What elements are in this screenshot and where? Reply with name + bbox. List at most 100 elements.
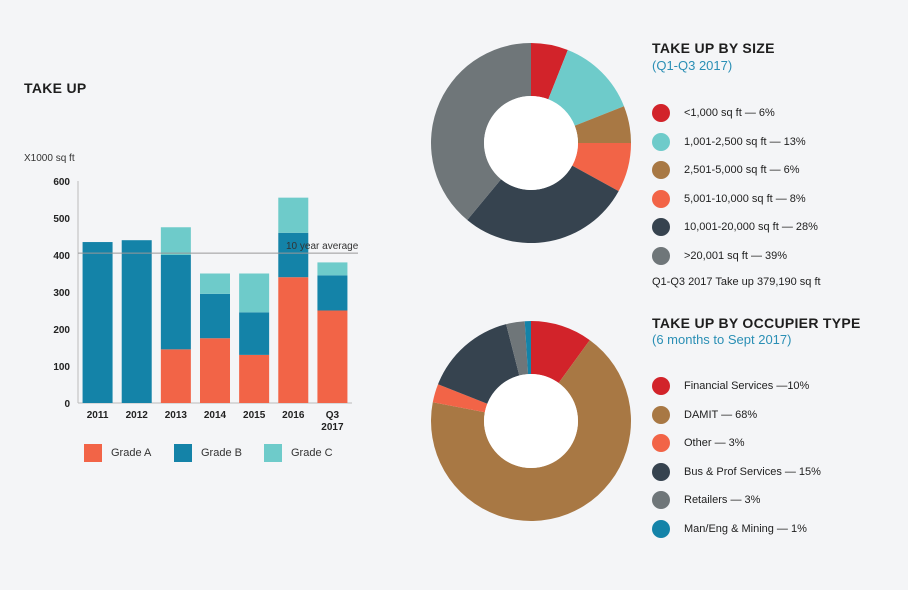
size-total-note: Q1-Q3 2017 Take up 379,190 sq ft: [652, 276, 821, 288]
legend-label: Man/Eng & Mining — 1%: [684, 522, 807, 535]
bar-grade-a: [317, 310, 348, 403]
legend-label: >20,001 sq ft — 39%: [684, 249, 788, 262]
legend-dot: [652, 104, 670, 122]
legend-label: Grade A: [111, 447, 152, 459]
donut-legend-item: Retailers — 3%: [652, 490, 760, 510]
bar-grade-b: [160, 255, 191, 350]
bar-chart-title: TAKE UP: [24, 80, 87, 96]
bar-legend-item: Grade B: [174, 444, 242, 462]
legend-dot: [652, 161, 670, 179]
bar-grade-c: [239, 273, 270, 313]
legend-dot: [652, 434, 670, 452]
occupier-chart-title: TAKE UP BY OCCUPIER TYPE: [652, 315, 861, 331]
bar-grade-c: [278, 197, 309, 233]
legend-dot: [652, 462, 670, 481]
donut-legend-item: 2,501-5,000 sq ft — 6%: [652, 160, 800, 180]
legend-label: 1,001-2,500 sq ft — 13%: [684, 135, 806, 148]
bar-grade-b: [278, 232, 309, 278]
bar-grade-a: [160, 349, 191, 403]
occupier-donut-chart: [431, 321, 631, 521]
donut-slice: [524, 321, 531, 375]
legend-label: Retailers — 3%: [684, 494, 761, 506]
donut-legend-item: 10,001-20,000 sq ft — 28%: [652, 217, 818, 237]
legend-dot: [652, 519, 670, 538]
bar-legend-item: Grade C: [264, 444, 333, 462]
donut-slice: [531, 43, 568, 100]
bar-chart: 0 100 200 300 400 500 600 2011 2012 2013 2014 2015 2…: [53, 177, 359, 433]
y-tick-label: 200: [53, 325, 70, 336]
bar-grade-b: [82, 242, 113, 403]
size-chart-subtitle: (Q1-Q3 2017): [652, 58, 733, 73]
legend-swatch: [84, 444, 102, 462]
y-tick-label: 0: [64, 399, 70, 410]
legend-label: Other — 3%: [684, 437, 745, 449]
y-tick-label: 100: [53, 362, 70, 373]
legend-label: <1,000 sq ft — 6%: [684, 107, 775, 119]
legend-dot: [652, 377, 670, 395]
bar-grade-b: [200, 293, 230, 339]
y-axis-label: X1000 sq ft: [24, 153, 75, 164]
legend-label: 5,001-10,000 sq ft — 8%: [684, 192, 806, 205]
x-tick-label: Q3 2017: [321, 410, 344, 433]
average-line-label: 10 year average: [286, 241, 359, 252]
legend-dot: [652, 246, 670, 265]
bar-grade-c: [200, 273, 230, 294]
legend-dot: [652, 218, 670, 236]
donut-slice: [531, 321, 590, 383]
legend-label: Grade B: [201, 447, 242, 459]
donut-hole: [484, 96, 578, 190]
bar-grade-c: [317, 262, 348, 276]
legend-dot: [652, 491, 670, 509]
legend-label: 10,001-20,000 sq ft — 28%: [684, 221, 818, 233]
donut-slice: [572, 143, 631, 192]
y-tick-label: 300: [53, 288, 70, 299]
donut-slice: [467, 165, 619, 243]
donut-slice: [432, 384, 488, 413]
x-tick-label: 2013: [165, 410, 188, 421]
donut-legend-item: 1,001-2,500 sq ft — 13%: [652, 132, 806, 152]
y-tick-label: 600: [53, 177, 70, 188]
donut-legend-item: <1,000 sq ft — 6%: [652, 103, 775, 123]
donut-legend-item: Bus & Prof Services — 15%: [652, 462, 821, 482]
donut-slice: [506, 321, 529, 376]
donut-legend-item: 5,001-10,000 sq ft — 8%: [652, 189, 806, 209]
donut-legend-item: DAMIT — 68%: [652, 405, 757, 425]
donut-slice: [431, 340, 631, 521]
bar-grade-b: [317, 275, 348, 311]
donut-slice: [548, 50, 624, 126]
x-tick-label: 2016: [282, 410, 305, 421]
legend-label: Financial Services —10%: [684, 380, 810, 392]
y-tick-label: 400: [53, 251, 70, 262]
legend-dot: [652, 189, 670, 208]
occupier-chart-subtitle: (6 months to Sept 2017): [652, 332, 792, 347]
legend-dot: [652, 132, 670, 151]
x-tick-label: 2014: [204, 410, 227, 421]
donut-slice: [438, 324, 520, 404]
legend-label: DAMIT — 68%: [684, 408, 758, 421]
donut-legend-item: Other — 3%: [652, 433, 745, 453]
bar-grade-b: [121, 240, 152, 403]
size-donut-chart: [431, 43, 631, 243]
bar-grade-a: [239, 354, 270, 403]
x-tick-label: 2012: [126, 410, 149, 421]
x-tick-label: 2015: [243, 410, 266, 421]
legend-swatch: [264, 444, 282, 462]
donut-legend-item: Man/Eng & Mining — 1%: [652, 519, 807, 539]
legend-label: Bus & Prof Services — 15%: [684, 465, 821, 478]
legend-label: Grade C: [291, 447, 333, 459]
donut-slice: [431, 43, 531, 221]
bar-grade-b: [239, 312, 270, 355]
bar-grade-a: [200, 338, 230, 403]
bar-grade-a: [278, 277, 309, 403]
size-chart-title: TAKE UP BY SIZE: [652, 40, 775, 56]
legend-label: 2,501-5,000 sq ft — 6%: [684, 164, 800, 176]
donut-legend-item: >20,001 sq ft — 39%: [652, 246, 787, 266]
bar-legend-item: Grade A: [84, 444, 151, 462]
legend-swatch: [174, 444, 192, 462]
donut-slice: [574, 106, 631, 143]
x-tick-label: 2011: [87, 410, 109, 421]
legend-dot: [652, 405, 670, 424]
donut-hole: [484, 374, 578, 468]
bar-grade-c: [160, 227, 191, 255]
donut-legend-item: Financial Services —10%: [652, 376, 809, 396]
